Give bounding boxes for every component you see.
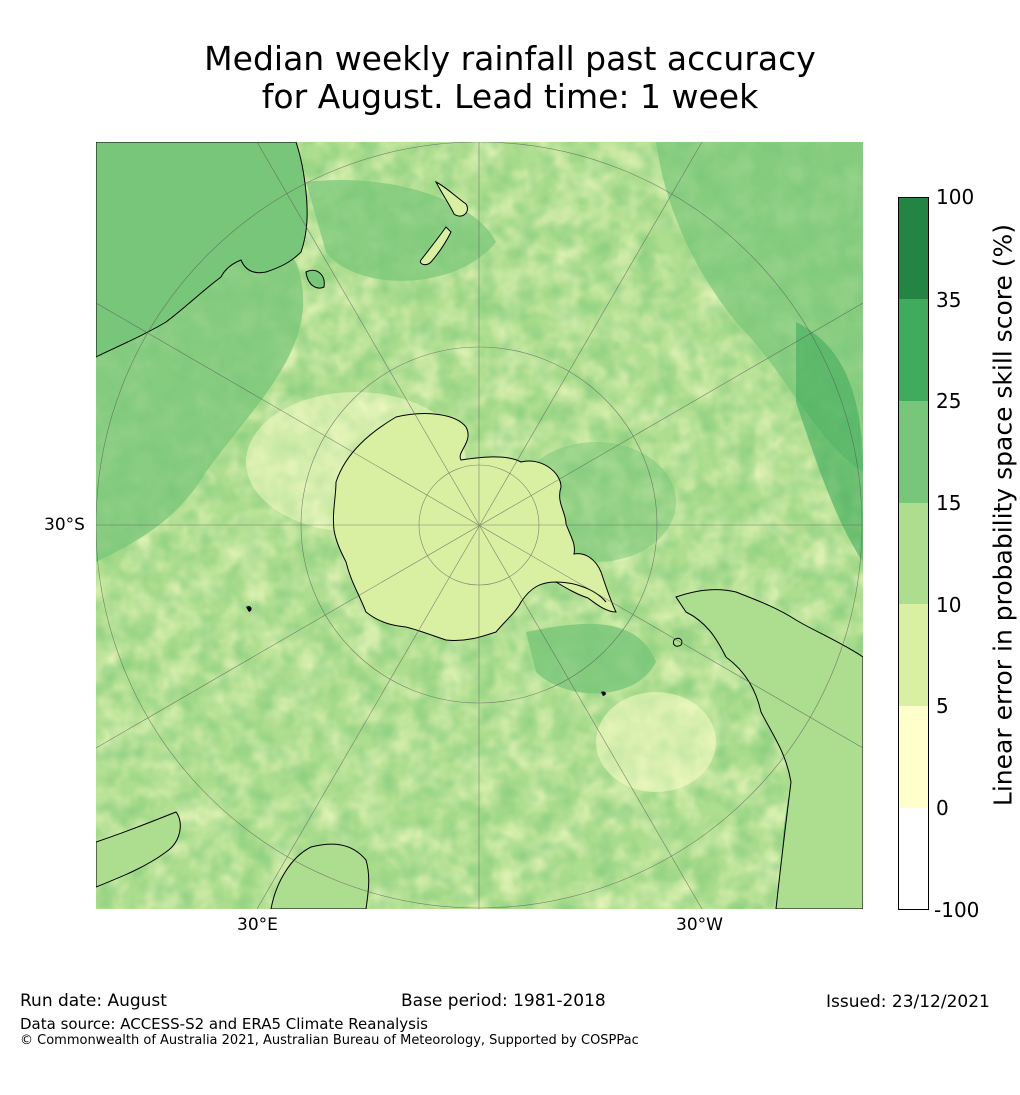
south-america-coast — [675, 589, 863, 909]
australia-coast — [96, 142, 308, 358]
africa-coast — [270, 843, 370, 909]
antarctic-peninsula — [555, 581, 607, 603]
title-line-2: for August. Lead time: 1 week — [261, 77, 759, 116]
graticule — [96, 142, 863, 909]
lat-label-30s: 30°S — [44, 515, 85, 535]
copyright: © Commonwealth of Australia 2021, Austra… — [20, 1033, 639, 1048]
region-east-pacific — [796, 322, 863, 562]
colorbar-title: Linear error in probability space skill … — [988, 223, 1018, 807]
issued-date: Issued: 23/12/2021 — [826, 992, 990, 1012]
colorbar-label-15: 15 — [936, 491, 962, 515]
colorbar — [898, 197, 929, 910]
polar-skill-map — [96, 142, 863, 909]
new-zealand-north — [434, 180, 468, 217]
colorbar-label-neg100: -100 — [934, 898, 980, 922]
data-source: Data source: ACCESS-S2 and ERA5 Climate … — [20, 1015, 428, 1033]
heard-island — [601, 691, 606, 696]
antarctica-coast — [332, 413, 617, 641]
colorbar-label-25: 25 — [936, 389, 962, 413]
colorbar-band-10-15 — [898, 503, 929, 604]
colorbar-band-35-100 — [898, 197, 929, 299]
region-atlantic-light — [596, 692, 716, 792]
colorbar-label-0: 0 — [936, 796, 949, 820]
colorbar-label-10: 10 — [936, 593, 962, 617]
colorbar-label-5: 5 — [936, 694, 949, 718]
new-zealand-south — [419, 226, 452, 266]
falklands — [673, 637, 683, 647]
colorbar-band-15-25 — [898, 401, 929, 503]
south-georgia — [246, 606, 252, 612]
lon-label-30w: 30°W — [676, 915, 723, 935]
lon-label-30e: 30°E — [237, 915, 278, 935]
tasmania — [305, 269, 325, 289]
colorbar-band-0-5 — [898, 706, 929, 808]
colorbar-band-neg100-0 — [898, 808, 929, 910]
colorbar-label-35: 35 — [936, 288, 962, 312]
run-date: Run date: August — [20, 991, 167, 1011]
colorbar-label-100: 100 — [936, 185, 975, 209]
region-tasman — [306, 180, 496, 281]
title-line-1: Median weekly rainfall past accuracy — [204, 39, 816, 78]
madagascar — [96, 811, 181, 888]
colorbar-band-5-10 — [898, 604, 929, 706]
colorbar-band-25-35 — [898, 299, 929, 401]
base-period: Base period: 1981-2018 — [401, 991, 606, 1011]
chart-title: Median weekly rainfall past accuracy for… — [0, 40, 1020, 116]
region-drake — [526, 623, 656, 694]
